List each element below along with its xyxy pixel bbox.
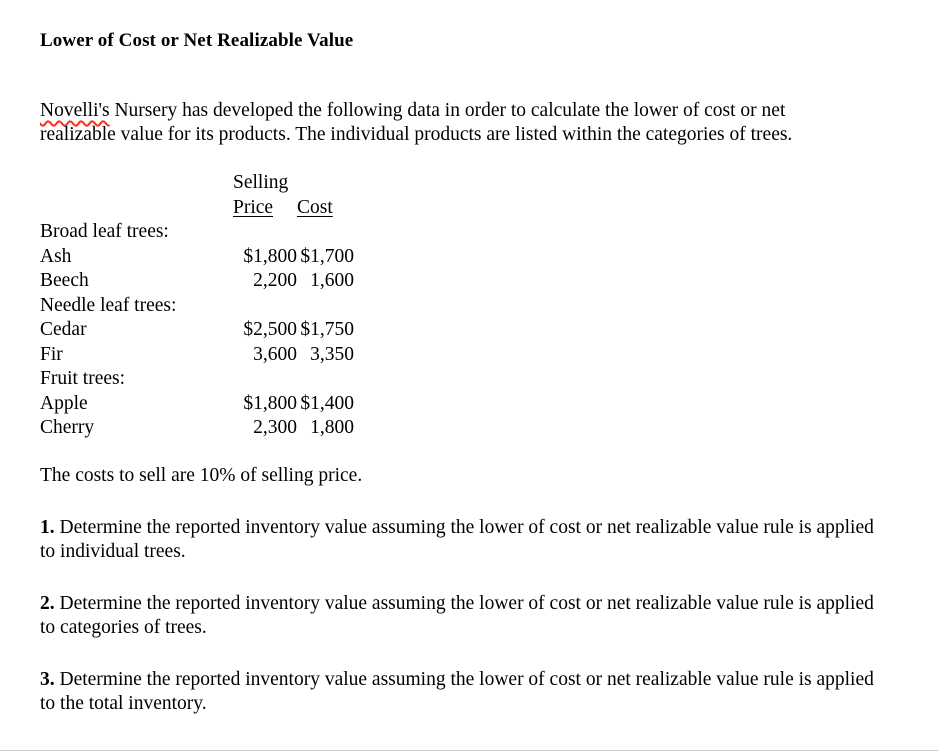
tree-category-label: Broad leaf trees:	[40, 221, 169, 242]
cost-cell: 1,800	[310, 417, 354, 438]
table-row: Beech 2,200 1,600	[40, 269, 354, 294]
tree-category-label: Needle leaf trees:	[40, 294, 177, 316]
table-row: Ash $1,800 $1,700	[40, 245, 354, 270]
misspelled-word: Novelli's	[40, 100, 110, 121]
page-title: Lower of Cost or Net Realizable Value	[40, 30, 354, 51]
selling-price-cell: 3,600	[253, 343, 297, 365]
cost-cell: $1,400	[300, 392, 354, 414]
cost-cell: 1,600	[310, 270, 354, 291]
tree-category-label: Fruit trees:	[40, 368, 126, 389]
cost-cell	[297, 294, 354, 319]
cost-cell: $1,700	[300, 245, 354, 267]
selling-price-cell: 2,200	[253, 270, 297, 291]
table-row-category: Broad leaf trees:	[40, 220, 354, 245]
header-cost: Cost	[297, 196, 333, 218]
tree-name: Ash	[40, 245, 72, 267]
tree-name: Cedar	[40, 319, 87, 340]
costs-to-sell-note: The costs to sell are 10% of selling pri…	[40, 464, 363, 486]
selling-price-cell: $1,800	[243, 245, 297, 267]
question-1-text: Determine the reported inventory value a…	[40, 516, 874, 562]
selling-price-cell	[233, 294, 297, 319]
table-row: Apple $1,800 $1,400	[40, 392, 354, 417]
header-spacer	[40, 196, 233, 221]
tree-name: Beech	[40, 270, 89, 291]
tree-name: Cherry	[40, 417, 95, 438]
table-row: Cedar $2,500 $1,750	[40, 318, 354, 343]
selling-price-cell	[233, 367, 297, 392]
question-2-text: Determine the reported inventory value a…	[40, 592, 874, 638]
question-3-text: Determine the reported inventory value a…	[40, 668, 874, 714]
header-spacer	[40, 171, 233, 196]
tree-name: Apple	[40, 392, 88, 414]
intro-paragraph: Novelli's Nursery has developed the foll…	[40, 99, 860, 147]
selling-price-cell: $2,500	[243, 319, 297, 340]
bottom-divider	[0, 750, 938, 751]
inventory-table: Selling Price Cost Broad leaf trees: Ash…	[40, 171, 354, 441]
table-header-row-2: Price Cost	[40, 196, 354, 221]
header-price: Price	[233, 196, 274, 218]
cost-cell	[297, 220, 354, 245]
tree-name: Fir	[40, 343, 63, 365]
header-spacer	[297, 171, 354, 196]
question-3-number: 3.	[40, 668, 55, 690]
question-2-number: 2.	[40, 592, 55, 614]
table-row-category: Fruit trees:	[40, 367, 354, 392]
header-selling: Selling	[233, 172, 289, 193]
selling-price-cell	[233, 220, 297, 245]
table-header-row-1: Selling	[40, 171, 354, 196]
table-row: Cherry 2,300 1,800	[40, 416, 354, 441]
selling-price-cell: $1,800	[243, 392, 297, 414]
cost-cell	[297, 367, 354, 392]
table-row: Fir 3,600 3,350	[40, 343, 354, 368]
question-3: 3. Determine the reported inventory valu…	[40, 668, 885, 716]
intro-paragraph-text: Nursery has developed the following data…	[40, 100, 793, 145]
selling-price-cell: 2,300	[253, 417, 297, 438]
question-1: 1. Determine the reported inventory valu…	[40, 516, 885, 564]
cost-cell: 3,350	[310, 343, 354, 365]
question-1-number: 1.	[40, 516, 55, 538]
table-row-category: Needle leaf trees:	[40, 294, 354, 319]
question-2: 2. Determine the reported inventory valu…	[40, 592, 885, 640]
cost-cell: $1,750	[300, 319, 354, 340]
